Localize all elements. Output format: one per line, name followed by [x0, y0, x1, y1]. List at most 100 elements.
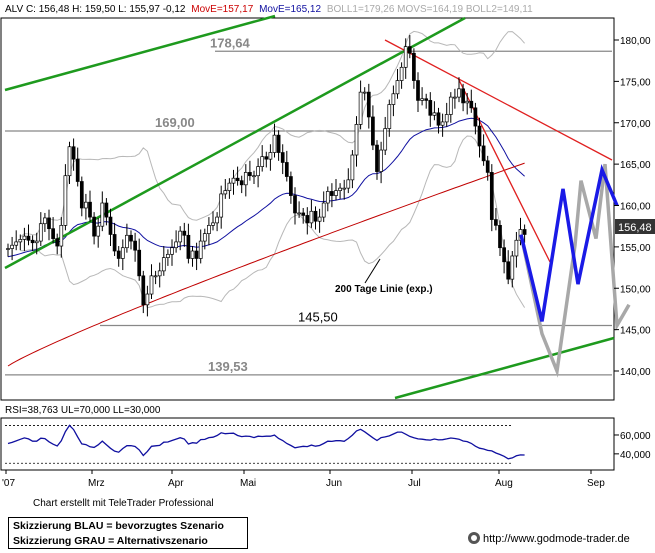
candle-body: [338, 187, 342, 191]
ma1-label: MovE=157,17: [191, 4, 253, 15]
candle-body: [182, 230, 187, 236]
source-url: http://www.godmode-trader.de: [483, 533, 630, 545]
source-link[interactable]: http://www.godmode-trader.de: [468, 532, 630, 545]
candle-body: [239, 180, 244, 186]
x-tick-label: Jun: [326, 478, 342, 489]
x-tick-label: Mrz: [88, 478, 105, 489]
x-tick-label: Aug: [495, 478, 513, 489]
candle-body: [485, 160, 490, 173]
candle-body: [498, 225, 502, 249]
trend-lines: [4, 14, 615, 400]
candle-body: [166, 253, 170, 258]
date-x-axis: '07 Mrz Apr Mai Jun Jul Aug Sep: [2, 470, 605, 489]
candle-body: [412, 52, 416, 81]
bollinger-lower: [20, 135, 526, 309]
candle-body: [469, 100, 474, 109]
candle-body: [391, 93, 396, 105]
candle-body: [170, 247, 174, 255]
scenario-legend: Skizzierung BLAU = bevorzugtes Szenario …: [8, 517, 248, 549]
y-tick-label: 155,00: [620, 243, 651, 254]
candle-body: [317, 216, 322, 222]
candle-body: [268, 152, 273, 160]
candle-body: [284, 162, 289, 177]
candle-body: [416, 80, 420, 101]
candle-body: [38, 223, 43, 242]
rsi-tick-label: 40,000: [620, 450, 651, 461]
candle-body: [22, 235, 27, 240]
legend-gray: Skizzierung GRAU = Alternativszenario: [13, 535, 208, 547]
candle-body: [489, 172, 494, 220]
header-instrument: ALV C: 156,48 H: 159,50 L: 155,97 -0,12 …: [5, 4, 533, 15]
y-tick-label: 165,00: [620, 160, 651, 171]
candle-body: [407, 46, 412, 54]
lower-trend-line: [394, 336, 615, 400]
candle-body: [477, 125, 482, 147]
candle-body: [403, 46, 408, 68]
candle-body: [219, 193, 224, 218]
candles: [6, 35, 527, 317]
candle-body: [334, 190, 338, 196]
level-label: 178,64: [210, 35, 251, 50]
candle-body: [194, 250, 199, 259]
level-label: 169,00: [155, 115, 195, 130]
rsi-line: [7, 424, 525, 460]
candle-body: [424, 98, 429, 101]
y-tick-label: 140,00: [620, 367, 651, 378]
candle-body: [55, 238, 60, 247]
ma2-label: MovE=165,12: [259, 4, 321, 15]
candle-body: [444, 114, 449, 123]
candle-body: [34, 240, 39, 244]
candle-body: [272, 134, 277, 153]
candle-body: [387, 104, 392, 129]
y-tick-label: 175,00: [620, 77, 651, 88]
candle-body: [10, 244, 14, 249]
level-label: 145,50: [298, 309, 338, 324]
candle-body: [71, 146, 76, 160]
x-tick-label: Apr: [168, 478, 184, 489]
candle-body: [104, 202, 109, 218]
candle-body: [481, 145, 486, 162]
candle-body: [448, 96, 453, 115]
candle-body: [67, 146, 72, 177]
candle-body: [256, 166, 260, 177]
candle-body: [375, 144, 379, 172]
price-panel-frame: [0, 17, 615, 401]
y-tick-label: 180,00: [620, 36, 651, 47]
candle-body: [522, 229, 527, 235]
candle-body: [453, 96, 457, 99]
candle-body: [202, 233, 207, 242]
candle-body: [227, 182, 232, 191]
candle-body: [84, 201, 88, 209]
candle-body: [502, 247, 506, 263]
y-tick-label: 150,00: [620, 284, 651, 295]
candle-body: [506, 261, 511, 280]
candle-body: [125, 234, 129, 249]
candle-body: [223, 190, 228, 195]
candle-body: [264, 156, 269, 160]
ma200-line: [7, 162, 525, 367]
candle-body: [100, 202, 105, 227]
candle-body: [252, 175, 256, 178]
candle-body: [362, 91, 367, 94]
candle-body: [321, 202, 326, 218]
candle-body: [346, 179, 351, 189]
candle-body: [153, 275, 158, 278]
candle-body: [92, 216, 96, 237]
candle-body: [305, 215, 310, 224]
candle-body: [59, 225, 64, 247]
candle-body: [120, 247, 125, 259]
candle-body: [30, 239, 35, 244]
bollinger-label: BOLL1=179,26 MOVS=164,19 BOLL2=149,11: [327, 4, 533, 15]
y-tick-label: 160,00: [620, 202, 651, 213]
rising-trend-line: [4, 16, 466, 270]
price-y-axis: 140,00 145,00 150,00 155,00 160,00 165,00 170,…: [614, 36, 651, 378]
candle-body: [461, 88, 465, 104]
candle-body: [6, 248, 10, 250]
price-tag-box: [615, 219, 655, 234]
y-tick-label: 170,00: [620, 119, 651, 130]
candle-body: [510, 255, 515, 280]
candle-body: [211, 222, 215, 226]
bollinger-upper: [19, 30, 525, 238]
candle-body: [133, 240, 137, 251]
candle-body: [260, 156, 265, 167]
